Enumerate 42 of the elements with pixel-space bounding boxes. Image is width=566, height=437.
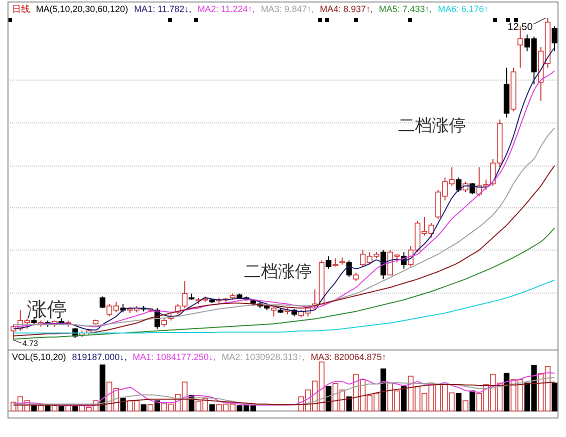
- bar: [456, 392, 462, 412]
- bar: [401, 386, 407, 412]
- text: MA3: 9.847↑,: [260, 4, 314, 14]
- annotation: 二档涨停: [398, 116, 466, 135]
- series-label: 819187.000↓,: [72, 352, 127, 362]
- text: MA2: 11.224↑,: [197, 4, 255, 14]
- bar: [38, 405, 44, 412]
- text: MA6: 6.176↑: [438, 4, 488, 14]
- candlestick: [456, 177, 462, 193]
- legend-title: VOL(5,10,20): [12, 352, 66, 362]
- bar: [380, 368, 386, 412]
- bar: [552, 382, 558, 412]
- candlestick: [270, 306, 277, 317]
- text: MA1: 1084177.250↓,: [132, 352, 216, 362]
- annotation: 二档涨停: [244, 262, 312, 281]
- candlestick: [326, 256, 332, 270]
- text: MA2: 1030928.313↑,: [222, 352, 305, 362]
- bar: [44, 405, 50, 412]
- bar: [462, 400, 468, 412]
- text: MA5: 7.433↑,: [378, 4, 432, 14]
- legend-title: MA(5,10,20,30,60,120): [36, 4, 128, 14]
- bar: [120, 398, 126, 412]
- annotation: 12.50: [508, 22, 534, 33]
- bar: [31, 405, 37, 412]
- bar: [148, 404, 154, 412]
- text: MA4: 8.937↑,: [320, 4, 373, 14]
- bar: [470, 390, 476, 412]
- annotation: 4.73: [22, 339, 39, 348]
- bar: [209, 404, 215, 412]
- text: MA3: 820064.875↑: [310, 352, 386, 362]
- candlestick: [346, 260, 352, 278]
- bar: [504, 372, 510, 412]
- candlestick: [552, 26, 558, 52]
- annotation: 涨停: [27, 299, 67, 321]
- candlestick: [100, 296, 106, 309]
- candlestick: [380, 250, 386, 280]
- chart-subtitle: 日线: [12, 4, 30, 14]
- bar: [52, 405, 58, 412]
- bar: [100, 364, 106, 412]
- bar: [140, 404, 146, 412]
- text: MA1: 11.782↓,: [134, 4, 192, 14]
- bar: [326, 386, 332, 412]
